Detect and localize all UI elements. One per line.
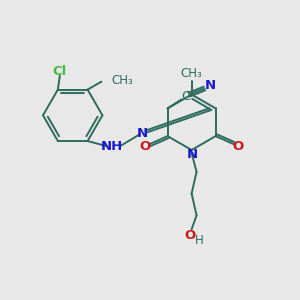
Text: C: C (181, 90, 190, 103)
Text: N: N (205, 79, 216, 92)
Text: N: N (136, 127, 148, 140)
Text: Cl: Cl (53, 65, 67, 78)
Text: CH₃: CH₃ (111, 74, 133, 87)
Text: NH: NH (101, 140, 124, 152)
Text: O: O (139, 140, 150, 152)
Text: H: H (195, 234, 204, 247)
Text: N: N (187, 148, 198, 161)
Text: O: O (184, 229, 195, 242)
Text: O: O (233, 140, 244, 152)
Text: CH₃: CH₃ (181, 67, 202, 80)
